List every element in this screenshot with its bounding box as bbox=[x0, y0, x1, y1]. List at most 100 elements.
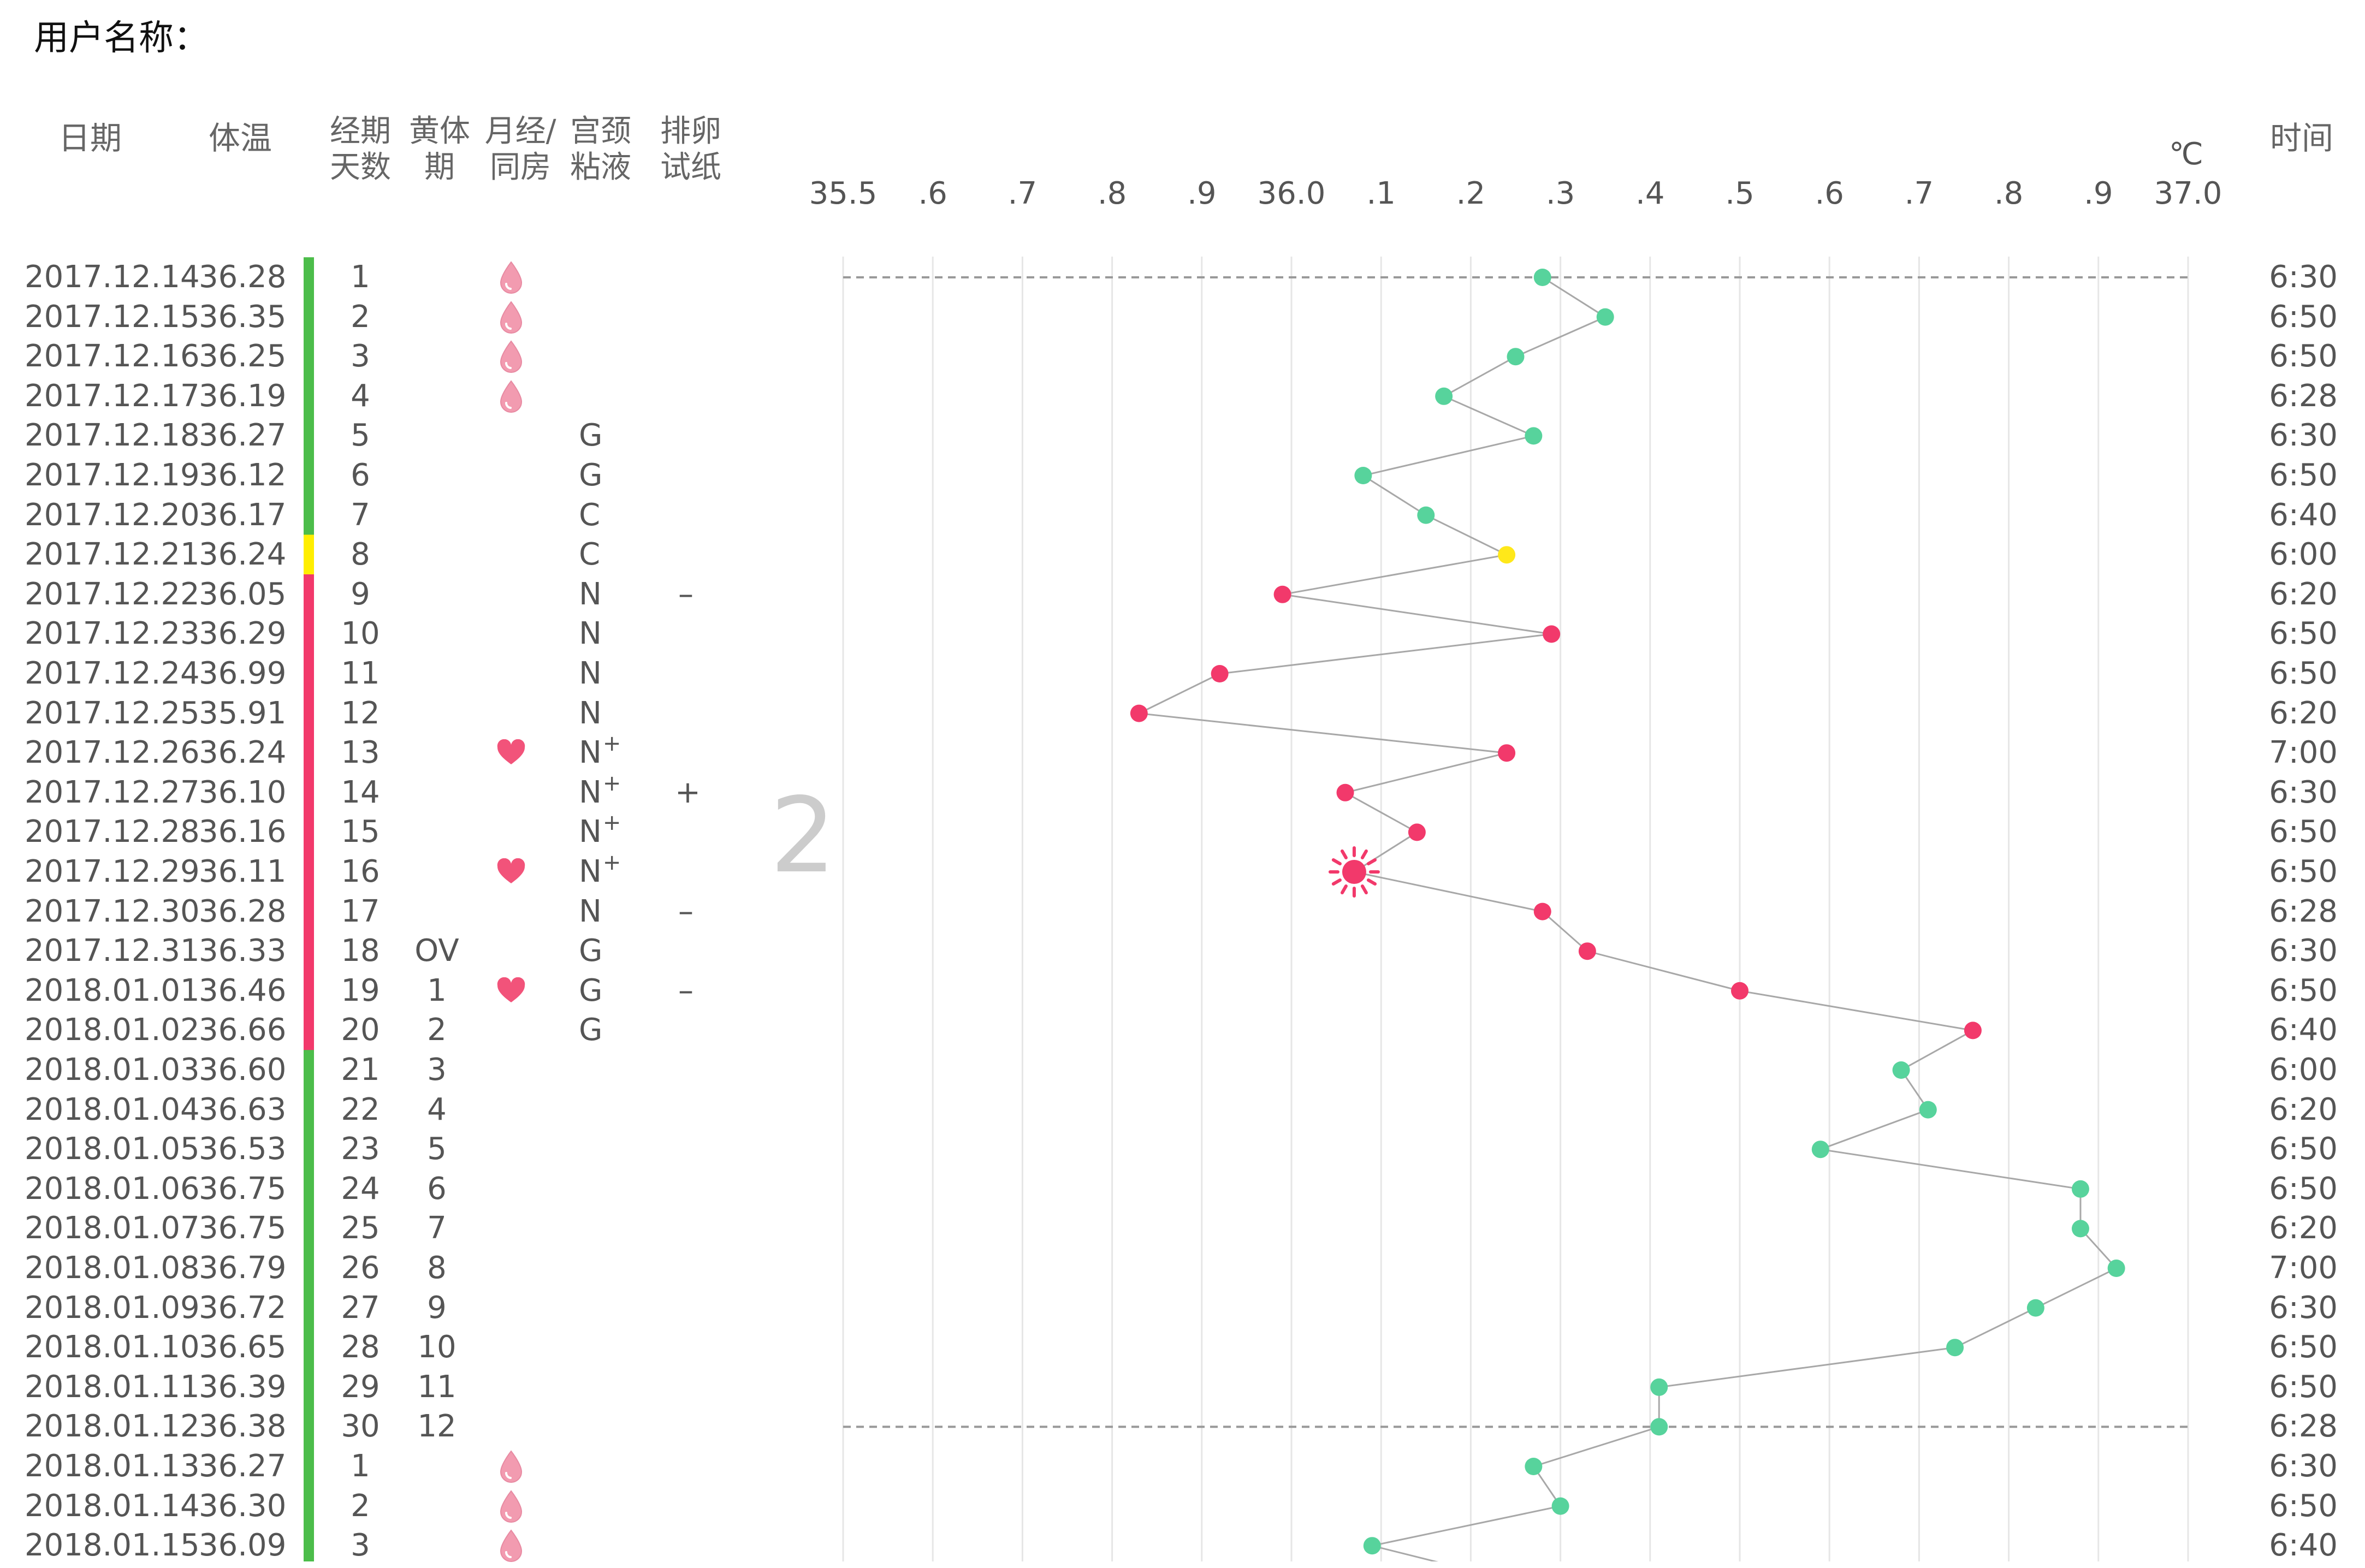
temperature-point bbox=[2107, 1260, 2125, 1277]
row-temperature: 36.12 bbox=[199, 458, 287, 493]
row-cycle-day: 26 bbox=[341, 1250, 380, 1286]
row-cycle-day: 22 bbox=[341, 1091, 380, 1127]
row-cycle-day: 15 bbox=[341, 814, 380, 850]
row-date: 2018.01.10 bbox=[25, 1329, 200, 1365]
row-cervical-mucus bbox=[579, 1368, 580, 1410]
row-date: 2018.01.11 bbox=[25, 1369, 200, 1405]
row-luteal-day: 3 bbox=[427, 1052, 447, 1088]
phase-bar-segment bbox=[304, 654, 314, 694]
row-temperature: 36.11 bbox=[199, 854, 287, 889]
mucus-value: G bbox=[579, 418, 603, 454]
row-time: 6:50 bbox=[2269, 1131, 2338, 1167]
row-temperature: 36.38 bbox=[199, 1409, 287, 1445]
temperature-point bbox=[1578, 942, 1596, 960]
row-date: 2018.01.14 bbox=[25, 1488, 200, 1524]
temperature-point bbox=[1892, 1061, 1910, 1079]
phase-bar-segment bbox=[304, 574, 314, 615]
phase-bar-segment bbox=[304, 415, 314, 456]
header-period-intercourse: 月经/ 同房 bbox=[484, 114, 556, 185]
phase-bar-segment bbox=[304, 1327, 314, 1368]
phase-bar-segment bbox=[304, 1248, 314, 1288]
row-temperature: 35.91 bbox=[199, 695, 287, 731]
temperature-point bbox=[1273, 585, 1291, 603]
phase-bar-segment bbox=[304, 336, 314, 377]
temperature-point bbox=[1811, 1141, 1829, 1159]
x-tick-label: .8 bbox=[1994, 176, 2024, 211]
row-luteal-day: 11 bbox=[417, 1369, 457, 1405]
mucus-value: C bbox=[579, 537, 601, 573]
row-temperature: 36.72 bbox=[199, 1290, 287, 1326]
row-time: 6:40 bbox=[2269, 497, 2338, 533]
temperature-point bbox=[1130, 704, 1148, 722]
row-date: 2017.12.30 bbox=[25, 893, 200, 929]
row-date: 2018.01.12 bbox=[25, 1409, 200, 1445]
x-tick-label: .3 bbox=[1545, 176, 1575, 211]
row-temperature: 36.28 bbox=[199, 259, 287, 295]
phase-bar-segment bbox=[304, 1287, 314, 1328]
row-cervical-mucus bbox=[579, 1328, 580, 1370]
header-temperature: 体温 bbox=[208, 120, 272, 157]
mucus-value: N bbox=[579, 656, 602, 691]
row-luteal-day: 9 bbox=[427, 1290, 447, 1326]
phase-bar-segment bbox=[304, 1169, 314, 1209]
row-time: 6:50 bbox=[2269, 1488, 2338, 1524]
row-luteal-day: 1 bbox=[427, 972, 447, 1008]
blood-drop-icon bbox=[495, 377, 527, 416]
row-temperature: 36.79 bbox=[199, 1250, 287, 1286]
heart-icon bbox=[495, 852, 527, 892]
mucus-value: C bbox=[579, 497, 601, 533]
temperature-point bbox=[1498, 744, 1516, 762]
row-ovulation-test: – bbox=[678, 893, 694, 929]
row-cervical-mucus bbox=[579, 258, 580, 300]
row-temperature: 36.10 bbox=[199, 774, 287, 810]
row-time: 6:30 bbox=[2269, 774, 2338, 810]
header-time: 时间 bbox=[2269, 120, 2333, 157]
temperature-point bbox=[1498, 546, 1516, 564]
x-tick-label: .1 bbox=[1366, 176, 1396, 211]
x-tick-label: .8 bbox=[1097, 176, 1127, 211]
row-cervical-mucus bbox=[579, 1050, 580, 1092]
x-tick-label: 37.0 bbox=[2154, 176, 2222, 211]
row-date: 2017.12.31 bbox=[25, 933, 200, 969]
row-date: 2018.01.15 bbox=[25, 1528, 200, 1564]
row-time: 7:00 bbox=[2269, 1250, 2338, 1286]
temperature-unit-label: ℃ bbox=[2169, 136, 2203, 172]
phase-bar-segment bbox=[304, 733, 314, 773]
row-date: 2018.01.09 bbox=[25, 1290, 200, 1326]
row-date: 2017.12.17 bbox=[25, 378, 200, 414]
row-cervical-mucus bbox=[579, 1288, 580, 1331]
temperature-point bbox=[1731, 982, 1748, 1000]
row-cycle-day: 6 bbox=[351, 458, 370, 493]
row-date: 2018.01.03 bbox=[25, 1052, 200, 1088]
row-ovulation-test: + bbox=[675, 774, 701, 810]
row-time: 6:20 bbox=[2269, 1210, 2338, 1246]
row-cervical-mucus: N+ bbox=[579, 731, 621, 775]
row-time: 6:50 bbox=[2269, 814, 2338, 850]
ovulation-sun-icon bbox=[1328, 846, 1380, 898]
phase-bar-segment bbox=[304, 257, 314, 298]
row-temperature: 36.24 bbox=[199, 735, 287, 771]
row-time: 6:50 bbox=[2269, 1369, 2338, 1405]
x-tick-label: 35.5 bbox=[809, 176, 878, 211]
row-time: 6:40 bbox=[2269, 1012, 2338, 1048]
row-time: 6:50 bbox=[2269, 616, 2338, 652]
row-temperature: 36.75 bbox=[199, 1210, 287, 1246]
row-temperature: 36.53 bbox=[199, 1131, 287, 1167]
row-cycle-day: 9 bbox=[351, 576, 370, 612]
row-cycle-day: 20 bbox=[341, 1012, 380, 1048]
x-tick-label: 36.0 bbox=[1257, 176, 1326, 211]
phase-bar-segment bbox=[304, 812, 314, 853]
row-cycle-day: 24 bbox=[341, 1171, 380, 1207]
phase-bar-segment bbox=[304, 1525, 314, 1561]
row-cycle-day: 27 bbox=[341, 1290, 380, 1326]
row-cycle-day: 3 bbox=[351, 338, 370, 375]
row-date: 2017.12.22 bbox=[25, 576, 200, 612]
row-temperature: 36.16 bbox=[199, 814, 287, 850]
phase-bar-segment bbox=[304, 1050, 314, 1090]
temperature-line-continuation bbox=[1372, 1545, 1439, 1561]
temperature-line bbox=[1136, 276, 2118, 1547]
blood-drop-icon bbox=[495, 258, 527, 297]
row-cervical-mucus bbox=[579, 1169, 580, 1211]
row-date: 2018.01.02 bbox=[25, 1012, 200, 1048]
